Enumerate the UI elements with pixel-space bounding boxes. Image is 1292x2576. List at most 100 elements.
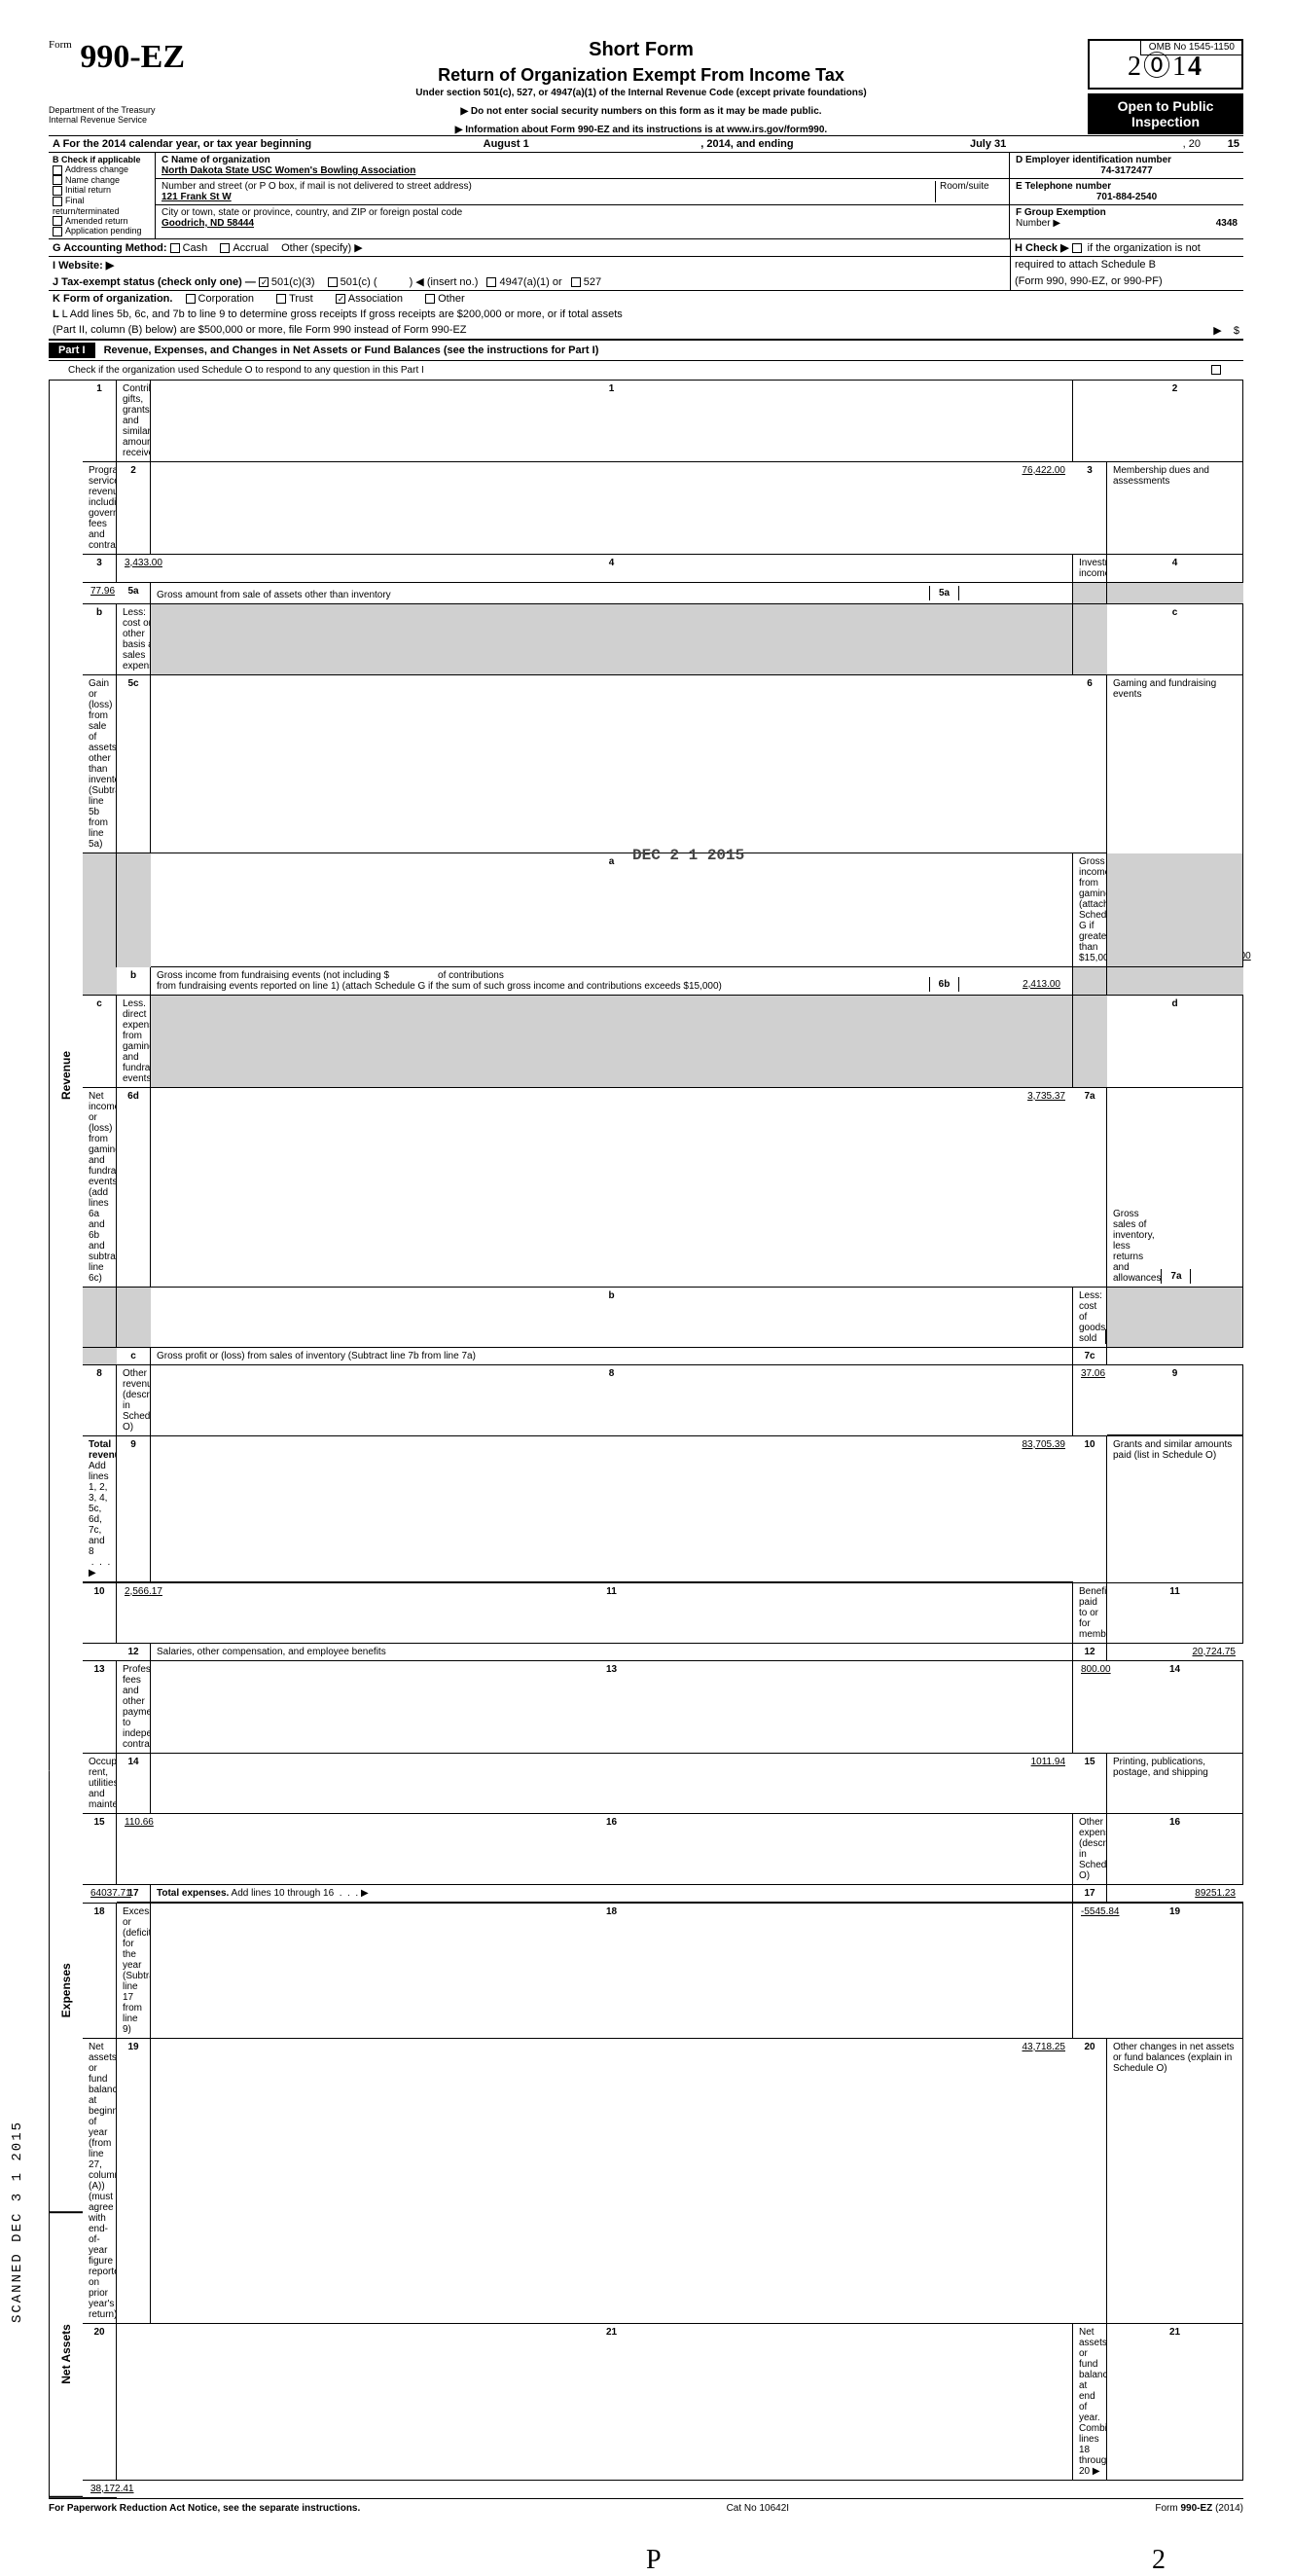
col-d: D Employer identification number 74-3172…: [1010, 153, 1243, 238]
corp-label: Corporation: [198, 293, 254, 305]
line-num-20: 20: [1073, 2039, 1107, 2324]
line-ref-14: 14: [117, 1754, 151, 1814]
line-val-2: 76,422.00: [151, 462, 1073, 555]
line-num-9: 9: [1107, 1365, 1243, 1436]
ein: 74-3172477: [1016, 165, 1238, 176]
line-val-3: 3,433.00: [117, 555, 151, 583]
room-suite-label: Room/suite: [935, 181, 1003, 202]
check-corp[interactable]: [186, 294, 196, 304]
line-ref-5a: [1073, 583, 1107, 604]
line-val-19: 43,718.25: [151, 2039, 1073, 2324]
phone: 701-884-2540: [1016, 192, 1238, 202]
i-label: I Website: ▶: [49, 257, 1010, 273]
line-num-8: 8: [83, 1365, 117, 1436]
line-desc-7c: Gross profit or (loss) from sales of inv…: [151, 1348, 1073, 1365]
assoc-label: Association: [348, 293, 403, 305]
check-h[interactable]: [1072, 243, 1082, 253]
insert-label: ) ◀ (insert no.): [410, 276, 479, 288]
check-501c[interactable]: [328, 277, 338, 287]
row-j: J Tax-exempt status (check only one) — 5…: [49, 273, 1243, 291]
line-val-20: [117, 2324, 151, 2481]
other-label: Other (specify) ▶: [281, 242, 363, 254]
line-num-6b: b: [117, 967, 151, 996]
4947-label: 4947(a)(1) or: [499, 276, 561, 288]
omb-box: OMB No 1545-1150: [1140, 39, 1243, 55]
col-d-header: D Employer identification number: [1016, 155, 1171, 165]
line-val-17: 89251.23: [1107, 1885, 1243, 1904]
line-desc-5b: Less: cost or other basis and sales expe…: [117, 604, 151, 675]
check-trust[interactable]: [276, 294, 286, 304]
col-b-header: B Check if applicable: [53, 155, 151, 164]
check-accrual[interactable]: [220, 243, 230, 253]
501c-label: 501(c) (: [341, 276, 377, 288]
check-4947[interactable]: [486, 277, 496, 287]
line-val-5a: [1107, 583, 1243, 604]
row-a-mid: , 2014, and ending: [700, 138, 793, 150]
part1-title: Revenue, Expenses, and Changes in Net As…: [104, 345, 599, 356]
margin-num: 2: [1152, 2545, 1166, 2576]
info-line-2: ▶ Information about Form 990-EZ and its …: [214, 125, 1068, 135]
check-schedule-o[interactable]: [1211, 365, 1221, 375]
f-label2: Number ▶: [1016, 218, 1060, 229]
check-assoc[interactable]: [336, 294, 345, 304]
h-text2: required to attach Schedule B: [1010, 257, 1243, 273]
subtitle: Under section 501(c), 527, or 4947(a)(1)…: [214, 88, 1068, 98]
line-num-1: 1: [83, 381, 117, 462]
check-final[interactable]: [53, 197, 62, 206]
line-val-13: 800.00: [1073, 1661, 1107, 1754]
header: Form 990-EZ Department of the Treasury I…: [49, 39, 1243, 135]
line-desc-10: Grants and similar amounts paid (list in…: [1107, 1436, 1243, 1583]
check-other[interactable]: [425, 294, 435, 304]
line-ref-6c: [151, 996, 1073, 1088]
line-desc-3: Membership dues and assessments: [1107, 462, 1243, 555]
line-val-1: [1073, 381, 1107, 462]
line-num-21: 21: [151, 2324, 1073, 2481]
line-desc-5c: Gain or (loss) from sale of assets other…: [83, 675, 117, 853]
line-desc-9: Total revenue. Add lines 1, 2, 3, 4, 5c,…: [83, 1436, 117, 1583]
line-ref-6: [83, 853, 117, 967]
line-ref-1: 1: [151, 381, 1073, 462]
line-num-12: 12: [117, 1644, 151, 1661]
main-table: Revenue Expenses Net Assets 1Contributio…: [49, 381, 1243, 2498]
subval-6b: 2,413.00: [959, 977, 1066, 992]
check-address-label: Address change: [65, 164, 128, 174]
line-val-18: -5545.84: [1073, 1904, 1107, 2039]
check-initial-label: Initial return: [65, 185, 111, 195]
check-pending[interactable]: [53, 227, 62, 236]
check-name[interactable]: [53, 175, 62, 185]
line-desc-18: Excess or (deficit) for the year (Subtra…: [117, 1904, 151, 2039]
line-ref-10: 10: [83, 1583, 117, 1644]
check-amended[interactable]: [53, 216, 62, 226]
form-page: OMB No 1545-1150 Form 990-EZ Department …: [49, 39, 1243, 2518]
line-ref-7b: [1107, 1288, 1243, 1348]
org-name: North Dakota State USC Women's Bowling A…: [162, 165, 415, 176]
line-val-7a: [117, 1288, 151, 1348]
col-c: C Name of organization North Dakota Stat…: [156, 153, 1010, 238]
check-cash[interactable]: [170, 243, 180, 253]
check-527[interactable]: [571, 277, 581, 287]
line-ref-12: 12: [1073, 1644, 1107, 1661]
dept-irs: Internal Revenue Service: [49, 115, 195, 125]
line-ref-3: 3: [83, 555, 117, 583]
subref-7a: 7a: [1162, 1269, 1191, 1284]
line-ref-19: 19: [117, 2039, 151, 2324]
other-k-label: Other: [438, 293, 465, 305]
col-b: B Check if applicable Address change Nam…: [49, 153, 156, 238]
line-val-5b: [1073, 604, 1107, 675]
line-num-6a: a: [151, 853, 1073, 967]
line-desc-2: Program service revenue including govern…: [83, 462, 117, 555]
line-num-7a: 7a: [1073, 1088, 1107, 1288]
line-ref-7a: [83, 1288, 117, 1348]
line-num-17: 17: [117, 1885, 151, 1904]
check-initial[interactable]: [53, 186, 62, 196]
line-num-15: 15: [1073, 1754, 1107, 1814]
check-pending-label: Application pending: [65, 226, 142, 236]
line-ref-6d: 6d: [117, 1088, 151, 1288]
line-desc-4: Investment income: [1073, 555, 1107, 583]
line-ref-17: 17: [1073, 1885, 1107, 1904]
check-address[interactable]: [53, 165, 62, 175]
check-501c3[interactable]: [259, 277, 269, 287]
line-desc-8: Other revenue (describe in Schedule O): [117, 1365, 151, 1436]
row-a-year: 15: [1201, 138, 1239, 150]
check-final-label: Final return/terminated: [53, 196, 120, 216]
